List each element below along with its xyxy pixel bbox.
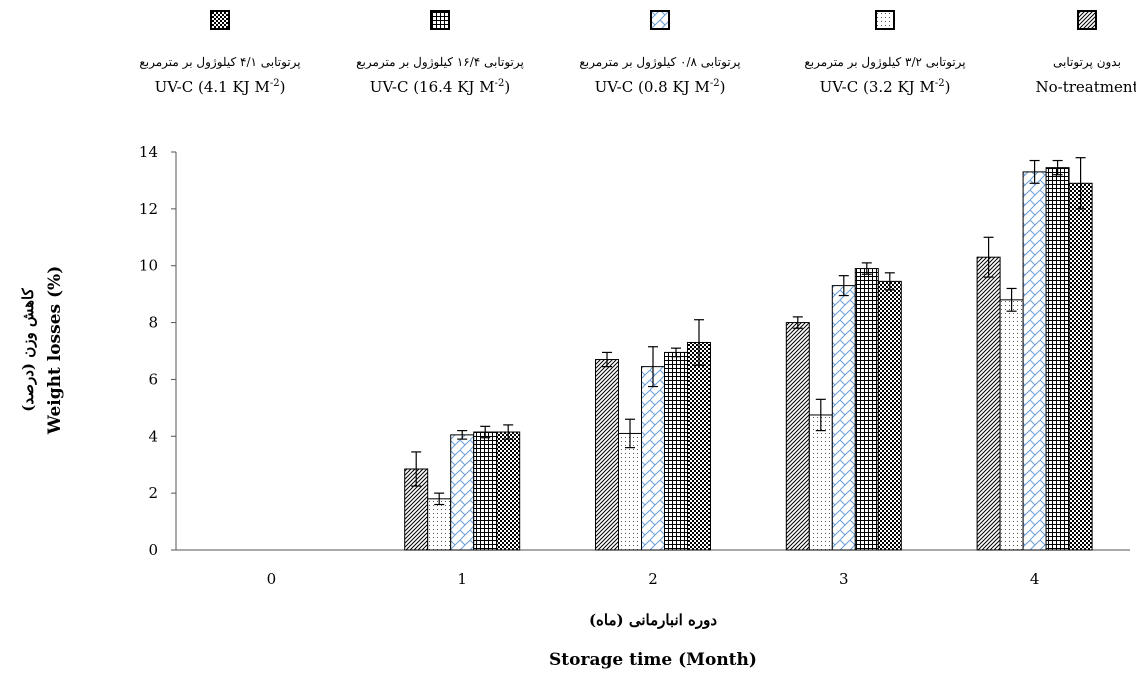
legend-label-fa: پرتوتابی ۳/۲ کیلوژول بر مترمربع — [804, 55, 965, 69]
legend-swatch — [650, 10, 670, 30]
x-axis-title-fa: دوره انبارمانی (ماه) — [589, 611, 717, 629]
bar-series-1-month-2 — [595, 359, 619, 551]
y-tick-label: 10 — [139, 257, 158, 275]
error-bar — [434, 492, 445, 506]
y-tick-label: 14 — [139, 143, 158, 161]
legend-label-en: UV-C (16.4 KJ M-2) — [370, 78, 510, 96]
legend-label-en: UV-C (0.8 KJ M-2) — [595, 78, 726, 96]
bar-series-2-month-2 — [618, 432, 642, 551]
bar-series-4-month-3 — [854, 268, 879, 551]
y-tick-label: 6 — [148, 370, 158, 388]
x-tick-label: 3 — [839, 570, 849, 588]
error-bar — [694, 319, 704, 366]
y-tick-label: 4 — [148, 427, 158, 445]
bar-series-3-month-3 — [831, 285, 856, 551]
x-tick-label: 4 — [1030, 570, 1040, 588]
error-bar — [671, 347, 681, 358]
error-bar — [1029, 159, 1040, 184]
error-bar — [1052, 159, 1063, 176]
error-bar — [861, 262, 872, 275]
bar-series-5-month-2 — [687, 341, 711, 551]
legend-item: پرتوتابی ۱۶/۴ کیلوژول بر مترمربع UV-C (16… — [356, 10, 524, 96]
bar-series-1-month-3 — [785, 322, 810, 551]
error-bar — [602, 351, 612, 368]
legend-label-fa: پرتوتابی ۰/۸ کیلوژول بر مترمربع — [579, 55, 740, 69]
bar-series-5-month-3 — [877, 280, 902, 551]
legend-item: پرتوتابی ۳/۲ کیلوژول بر مترمربع UV-C (3.2… — [804, 10, 966, 96]
y-axis-title-fa: کاهش وزن (درصد) — [19, 287, 37, 411]
x-axis-title-en: Storage time (Month) — [549, 650, 757, 670]
bar-series-3-month-4 — [1022, 171, 1047, 551]
bar-series-4-month-1 — [473, 431, 498, 551]
bar-series-3-month-2 — [641, 366, 665, 551]
bar-series-5-month-4 — [1068, 182, 1093, 551]
error-bar — [480, 425, 491, 439]
legend-item: بدون پرتوتابی No-treatment — [1035, 10, 1136, 96]
legend-label-en: UV-C (4.1 KJ M-2) — [155, 78, 286, 96]
error-bar — [1006, 287, 1017, 312]
error-bar — [411, 451, 422, 487]
bar-series-2-month-4 — [999, 299, 1024, 551]
legend-label-fa: پرتوتابی ۱۶/۴ کیلوژول بر مترمربع — [356, 55, 524, 69]
legend-item: پرتوتابی ۴/۱ کیلوژول بر مترمربع UV-C (4.1… — [139, 10, 301, 96]
y-axis-title-en: Weight losses (%) — [45, 266, 65, 435]
y-axis-title: کاهش وزن (درصد) Weight losses (%) — [19, 266, 65, 435]
error-bar — [838, 275, 849, 297]
legend: بدون پرتوتابی No-treatment پرتوتابی ۳/۲ کی… — [139, 10, 1136, 96]
legend-swatch — [1077, 10, 1097, 30]
legend-label-en: UV-C (3.2 KJ M-2) — [820, 78, 951, 96]
error-bar — [625, 418, 635, 449]
bar-series-1-month-4 — [976, 256, 1001, 551]
error-bar — [457, 430, 468, 440]
legend-label-fa: بدون پرتوتابی — [1053, 55, 1121, 69]
y-tick-label: 8 — [148, 314, 158, 332]
bar-series-2-month-1 — [427, 498, 452, 551]
error-bar — [983, 236, 994, 278]
y-tick-label: 0 — [148, 541, 158, 559]
legend-swatch — [430, 10, 450, 30]
error-bar — [1075, 157, 1086, 210]
error-bar — [815, 398, 826, 432]
legend-swatch — [875, 10, 895, 30]
bar-series-2-month-3 — [808, 414, 833, 551]
legend-label-fa: پرتوتابی ۴/۱ کیلوژول بر مترمربع — [139, 55, 300, 69]
x-tick-label: 2 — [648, 570, 658, 588]
error-bar — [884, 272, 895, 291]
bar-series-4-month-2 — [664, 351, 688, 551]
y-tick-label: 2 — [148, 484, 158, 502]
legend-label-en: No-treatment — [1035, 78, 1136, 96]
error-bar — [503, 424, 514, 440]
error-bar — [792, 316, 803, 329]
x-tick-label: 0 — [267, 570, 277, 588]
error-bar — [648, 346, 658, 388]
legend-swatch — [210, 10, 230, 30]
y-tick-label: 12 — [139, 200, 158, 218]
bar-series-5-month-1 — [496, 431, 521, 551]
legend-item: پرتوتابی ۰/۸ کیلوژول بر مترمربع UV-C (0.8… — [579, 10, 741, 96]
x-axis-title: دوره انبارمانی (ماه) Storage time (Month… — [549, 611, 757, 670]
x-tick-label: 1 — [457, 570, 467, 588]
bar-series-3-month-1 — [450, 434, 475, 551]
bar-series-4-month-4 — [1045, 167, 1070, 551]
